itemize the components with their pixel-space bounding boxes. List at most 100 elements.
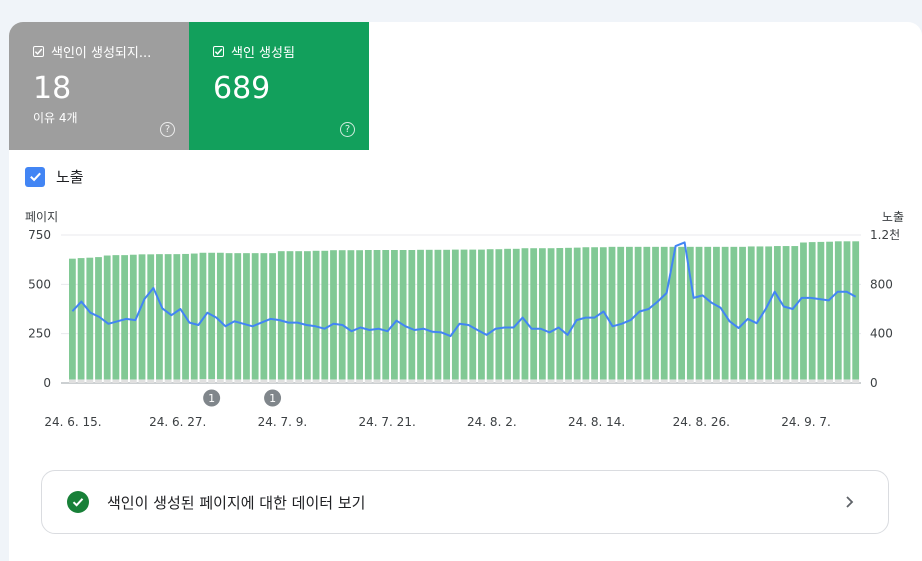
indexed-tile[interactable]: 색인 생성됨 689 ?: [189, 22, 369, 150]
not-indexed-bar[interactable]: [190, 379, 198, 383]
indexed-bar[interactable]: [269, 253, 276, 380]
indexed-bar[interactable]: [417, 249, 424, 380]
indexed-bar[interactable]: [704, 246, 712, 380]
not-indexed-bar[interactable]: [765, 379, 773, 383]
not-indexed-bar[interactable]: [173, 379, 181, 383]
indexed-bar[interactable]: [495, 249, 503, 380]
indexed-bar[interactable]: [77, 258, 85, 380]
not-indexed-bar[interactable]: [321, 379, 329, 383]
not-indexed-bar[interactable]: [408, 379, 416, 383]
indexed-bar[interactable]: [808, 242, 816, 380]
indexed-bar[interactable]: [852, 241, 860, 380]
not-indexed-bar[interactable]: [808, 379, 816, 383]
annotation-marker[interactable]: [264, 389, 282, 407]
not-indexed-bar[interactable]: [617, 379, 625, 383]
not-indexed-bar[interactable]: [417, 379, 424, 383]
not-indexed-bar[interactable]: [347, 379, 355, 383]
help-icon[interactable]: ?: [340, 122, 355, 137]
not-indexed-bar[interactable]: [721, 379, 729, 383]
indexed-bar[interactable]: [538, 248, 546, 380]
not-indexed-bar[interactable]: [138, 379, 146, 383]
indexed-bar[interactable]: [69, 258, 76, 380]
indexed-bar[interactable]: [112, 255, 120, 380]
indexed-bar[interactable]: [347, 250, 355, 380]
indexed-bar[interactable]: [190, 253, 198, 380]
indexed-bar[interactable]: [382, 249, 390, 380]
indexed-bar[interactable]: [425, 249, 433, 380]
indexed-bar[interactable]: [582, 247, 590, 380]
indexed-bar[interactable]: [626, 246, 633, 380]
indexed-bar[interactable]: [782, 246, 790, 380]
not-indexed-bar[interactable]: [156, 379, 163, 383]
not-indexed-bar[interactable]: [521, 379, 529, 383]
indexed-bar[interactable]: [817, 241, 825, 380]
not-indexed-bar[interactable]: [791, 379, 799, 383]
indexed-bar[interactable]: [756, 246, 764, 380]
not-indexed-bar[interactable]: [147, 379, 155, 383]
indexed-bar[interactable]: [843, 241, 851, 380]
not-indexed-bar[interactable]: [652, 379, 659, 383]
not-indexed-bar[interactable]: [582, 379, 590, 383]
indexed-bar[interactable]: [260, 253, 268, 380]
not-indexed-bar[interactable]: [443, 379, 451, 383]
not-indexed-bar[interactable]: [695, 379, 703, 383]
checkbox-icon[interactable]: [33, 46, 44, 57]
indexed-bar[interactable]: [391, 249, 398, 380]
not-indexed-bar[interactable]: [364, 379, 372, 383]
not-indexed-bar[interactable]: [565, 379, 572, 383]
indexed-bar[interactable]: [243, 253, 250, 380]
indexed-bar[interactable]: [356, 250, 363, 380]
not-indexed-bar[interactable]: [382, 379, 390, 383]
checkbox-icon[interactable]: [213, 46, 224, 57]
indexed-bar[interactable]: [129, 254, 137, 380]
not-indexed-bar[interactable]: [834, 379, 842, 383]
indexed-bar[interactable]: [478, 249, 485, 380]
indexed-bar[interactable]: [486, 249, 494, 380]
not-indexed-bar[interactable]: [399, 379, 407, 383]
indexed-bar[interactable]: [338, 250, 346, 380]
indexed-bar[interactable]: [443, 249, 451, 380]
indexed-bar[interactable]: [834, 241, 842, 380]
not-indexed-bar[interactable]: [391, 379, 398, 383]
indexed-bar[interactable]: [399, 249, 407, 380]
indexed-bar[interactable]: [695, 246, 703, 380]
not-indexed-bar[interactable]: [538, 379, 546, 383]
indexed-bar[interactable]: [330, 250, 337, 380]
indexed-bar[interactable]: [147, 254, 155, 380]
not-indexed-bar[interactable]: [826, 379, 833, 383]
indexed-bar[interactable]: [234, 253, 242, 380]
not-indexed-bar[interactable]: [591, 379, 598, 383]
not-indexed-bar[interactable]: [660, 379, 668, 383]
indexed-bar[interactable]: [669, 246, 677, 380]
not-indexed-bar[interactable]: [756, 379, 764, 383]
indexed-bar[interactable]: [591, 247, 598, 380]
indexed-bar[interactable]: [138, 254, 146, 380]
indexed-bar[interactable]: [504, 248, 511, 380]
indexed-bar[interactable]: [173, 254, 181, 380]
indexed-bar[interactable]: [156, 254, 163, 380]
help-icon[interactable]: ?: [160, 122, 175, 137]
indexed-bar[interactable]: [565, 247, 572, 380]
not-indexed-bar[interactable]: [243, 379, 250, 383]
not-indexed-bar[interactable]: [643, 379, 651, 383]
indexed-bar[interactable]: [660, 246, 668, 380]
not-indexed-bar[interactable]: [330, 379, 337, 383]
not-indexed-bar[interactable]: [843, 379, 851, 383]
not-indexed-bar[interactable]: [669, 379, 677, 383]
indexed-bar[interactable]: [286, 251, 294, 380]
not-indexed-bar[interactable]: [86, 379, 94, 383]
indexed-bar[interactable]: [800, 242, 807, 380]
indexed-bar[interactable]: [643, 246, 651, 380]
not-indexed-bar[interactable]: [164, 379, 172, 383]
indexed-bar[interactable]: [617, 246, 625, 380]
indexed-bar[interactable]: [121, 255, 129, 380]
indexed-bar[interactable]: [791, 246, 799, 380]
not-indexed-bar[interactable]: [225, 379, 233, 383]
not-indexed-bar[interactable]: [800, 379, 807, 383]
indexed-bar[interactable]: [303, 251, 311, 380]
indexed-bar[interactable]: [739, 246, 746, 380]
indexed-bar[interactable]: [826, 241, 833, 380]
not-indexed-bar[interactable]: [260, 379, 268, 383]
indexed-bar[interactable]: [556, 248, 564, 380]
not-indexed-bar[interactable]: [495, 379, 503, 383]
